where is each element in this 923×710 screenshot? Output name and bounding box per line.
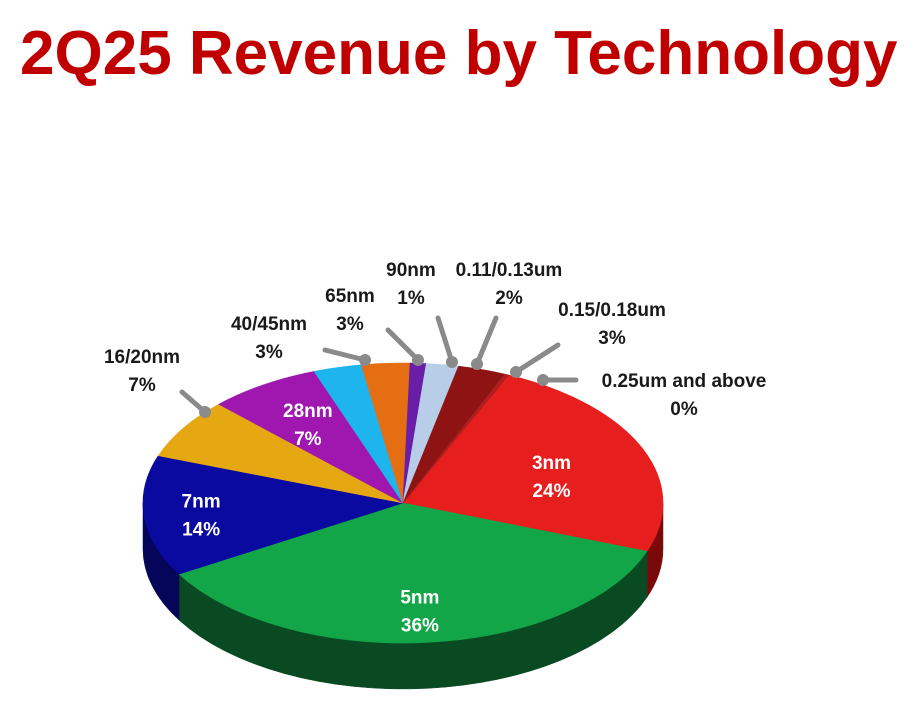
leader-dot-0-11-0-13um	[471, 358, 483, 370]
leader-line-40-45nm	[322, 347, 368, 363]
slice-value-40-45nm: 3%	[255, 342, 283, 363]
slice-value-3nm: 24%	[532, 481, 570, 502]
slice-label-90nm: 90nm	[386, 260, 436, 281]
slice-label-0-15-0-18um: 0.15/0.18um	[558, 300, 666, 321]
pie-slice-3nm	[402, 374, 664, 552]
slice-value-16-20nm: 7%	[128, 375, 156, 396]
slice-value-0-11-0-13um: 2%	[495, 288, 523, 309]
slice-value-0-15-0-18um: 3%	[598, 328, 626, 349]
leader-dot-0-15-0-18um	[510, 366, 522, 378]
slice-value-7nm: 14%	[182, 519, 220, 540]
leader-line-0-15-0-18um	[513, 342, 561, 375]
leader-line-90nm	[435, 315, 455, 365]
slice-value-90nm: 1%	[397, 288, 425, 309]
chart-title: 2Q25 Revenue by Technology	[20, 19, 898, 88]
pie-leader-lines	[179, 315, 579, 418]
slice-label-5nm: 5nm	[400, 587, 439, 608]
leader-line-0-11-0-13um	[474, 315, 499, 367]
slice-label-28nm: 28nm	[283, 401, 333, 422]
pie-slice-28nm	[218, 371, 404, 504]
leader-dot-16-20nm	[199, 406, 211, 418]
slice-label-40-45nm: 40/45nm	[231, 314, 307, 335]
pie-slice-0-25um-and-above	[402, 373, 510, 504]
pie-slice-7nm	[142, 455, 404, 575]
leader-dot-40-45nm	[359, 354, 371, 366]
slice-value-28nm: 7%	[294, 429, 322, 450]
slice-label-16-20nm: 16/20nm	[104, 347, 180, 368]
slice-value-0-25um-and-above: 0%	[670, 399, 698, 420]
leader-line-65nm	[385, 327, 421, 363]
leader-dot-90nm	[446, 356, 458, 368]
leader-dot-65nm	[412, 354, 424, 366]
slice-label-65nm: 65nm	[325, 286, 375, 307]
pie-slice-16-20nm	[157, 403, 404, 504]
slice-label-0-25um-and-above: 0.25um and above	[602, 371, 767, 392]
pie-labels: 3nm 24% 5nm 36% 7nm 14% 16/20nm 7% 28nm 7% 40/45nm…	[104, 260, 766, 636]
pie-slice-5nm	[178, 502, 648, 644]
pie-top-slices	[142, 362, 664, 644]
slice-value-5nm: 36%	[401, 615, 439, 636]
leader-dot-0-25um-and-above	[537, 374, 549, 386]
slice-label-7nm: 7nm	[182, 491, 221, 512]
slice-value-65nm: 3%	[336, 314, 364, 335]
slice-label-3nm: 3nm	[532, 453, 571, 474]
slice-label-0-11-0-13um: 0.11/0.13um	[456, 260, 563, 281]
